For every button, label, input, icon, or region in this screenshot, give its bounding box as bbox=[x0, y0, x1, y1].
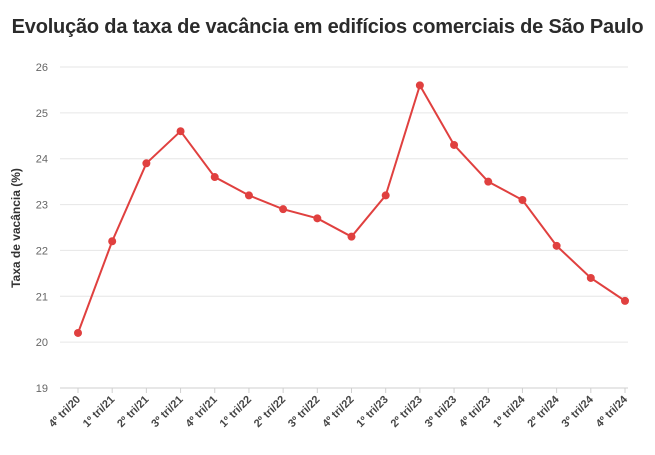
data-point bbox=[347, 232, 356, 241]
data-point bbox=[74, 328, 82, 337]
y-tick-label: 21 bbox=[36, 291, 48, 303]
series bbox=[74, 81, 629, 337]
y-tick-label: 25 bbox=[36, 108, 48, 120]
data-point bbox=[484, 177, 493, 186]
y-axis-ticks: 19 20 21 22 23 24 25 26 bbox=[36, 62, 48, 395]
x-tick-label: 1º tri/22 bbox=[218, 394, 254, 430]
y-axis-label: Taxa de vacância (%) bbox=[9, 168, 23, 288]
data-point bbox=[108, 237, 117, 246]
x-tick-label: 4º tri/22 bbox=[320, 394, 356, 430]
x-tick-label: 2º tri/23 bbox=[389, 394, 425, 430]
data-point bbox=[518, 195, 527, 204]
data-point bbox=[176, 127, 185, 136]
x-tick-label: 4º tri/21 bbox=[183, 394, 219, 430]
y-tick-label: 20 bbox=[36, 337, 48, 349]
data-point bbox=[210, 173, 219, 182]
x-tick-label: 3º tri/21 bbox=[149, 394, 185, 430]
y-tick-label: 26 bbox=[36, 62, 48, 74]
grid bbox=[60, 66, 628, 389]
x-tick-label: 1º tri/24 bbox=[491, 393, 528, 430]
data-point bbox=[586, 273, 595, 282]
x-tick-label: 2º tri/24 bbox=[525, 393, 562, 430]
x-tick-label: 4º tri/20 bbox=[47, 394, 83, 430]
data-point bbox=[621, 296, 629, 305]
x-tick-label: 1º tri/23 bbox=[354, 394, 390, 430]
data-point bbox=[450, 140, 459, 149]
x-tick-label: 1º tri/21 bbox=[81, 394, 117, 430]
x-tick-label: 3º tri/22 bbox=[286, 394, 322, 430]
x-tick-label: 3º tri/24 bbox=[560, 393, 597, 430]
y-tick-label: 19 bbox=[36, 383, 48, 395]
x-tick-label: 2º tri/22 bbox=[252, 394, 288, 430]
data-point bbox=[244, 191, 253, 200]
x-tick-label: 4º tri/24 bbox=[594, 393, 631, 430]
chart-title: Evolução da taxa de vacância em edifício… bbox=[11, 16, 644, 38]
data-point bbox=[552, 241, 561, 250]
data-point bbox=[313, 214, 322, 223]
data-point bbox=[279, 205, 288, 214]
y-tick-label: 24 bbox=[36, 154, 48, 166]
x-tick-label: 3º tri/23 bbox=[423, 394, 459, 430]
x-tick-label: 4º tri/23 bbox=[457, 394, 493, 430]
y-tick-label: 23 bbox=[36, 200, 48, 212]
y-tick-label: 22 bbox=[36, 245, 48, 257]
data-point bbox=[415, 81, 424, 90]
data-point bbox=[381, 191, 390, 200]
data-point bbox=[142, 159, 151, 168]
x-tick-label: 2º tri/21 bbox=[115, 394, 151, 430]
